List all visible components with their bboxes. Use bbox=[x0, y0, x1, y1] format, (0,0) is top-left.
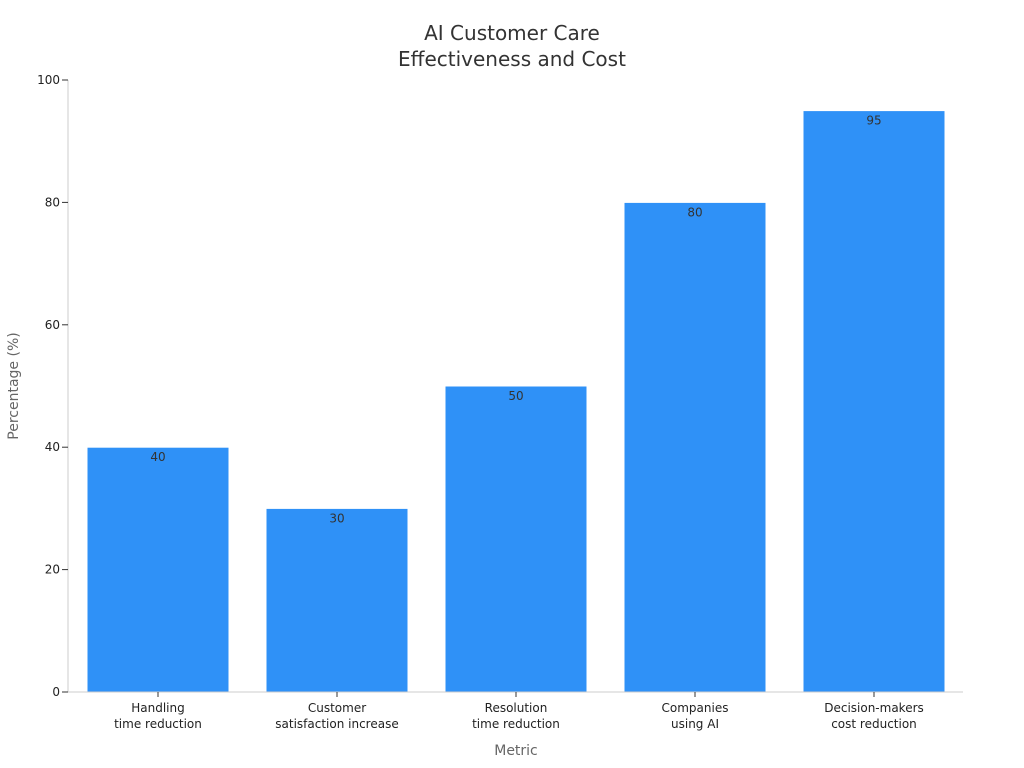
x-axis-ticks: Handling time reduction Customer satisfacti… bbox=[114, 692, 924, 731]
x-tick-label-0-line-1: time reduction bbox=[114, 717, 202, 731]
data-label-group: 40 30 50 80 95 bbox=[150, 114, 881, 526]
y-tick-label-4: 80 bbox=[45, 195, 60, 209]
bar-3 bbox=[623, 201, 767, 693]
x-tick-label-4-line-0: Decision-makers bbox=[824, 701, 924, 715]
bar-2 bbox=[444, 385, 588, 693]
x-tick-label-2-line-1: time reduction bbox=[472, 717, 560, 731]
chart-title-line-2: Effectiveness and Cost bbox=[398, 47, 626, 71]
bar-1 bbox=[265, 507, 409, 693]
x-tick-label-3-line-1: using AI bbox=[671, 717, 719, 731]
x-tick-label-3-line-0: Companies bbox=[662, 701, 729, 715]
y-tick-label-5: 100 bbox=[37, 73, 60, 87]
x-tick-label-4-line-1: cost reduction bbox=[831, 717, 917, 731]
data-label-1: 30 bbox=[329, 511, 344, 525]
bar-0 bbox=[86, 446, 230, 693]
y-tick-label-1: 20 bbox=[45, 563, 60, 577]
x-axis-label: Metric bbox=[494, 743, 538, 759]
y-tick-label-2: 40 bbox=[45, 440, 60, 454]
data-label-0: 40 bbox=[150, 450, 165, 464]
bar-group bbox=[86, 110, 946, 693]
chart-title-line-1: AI Customer Care bbox=[424, 21, 600, 45]
data-label-4: 95 bbox=[866, 114, 881, 128]
x-tick-label-0-line-0: Handling bbox=[131, 701, 185, 715]
y-axis-ticks: 0 20 40 60 80 100 bbox=[37, 73, 68, 699]
data-label-2: 50 bbox=[508, 389, 523, 403]
x-tick-label-1-line-0: Customer bbox=[308, 701, 366, 715]
y-tick-label-0: 0 bbox=[52, 685, 60, 699]
x-tick-label-1-line-1: satisfaction increase bbox=[275, 717, 398, 731]
y-axis-label: Percentage (%) bbox=[6, 332, 22, 439]
bar-4 bbox=[802, 110, 946, 693]
y-tick-label-3: 60 bbox=[45, 318, 60, 332]
x-tick-label-2-line-0: Resolution bbox=[485, 701, 548, 715]
data-label-3: 80 bbox=[687, 205, 702, 219]
chart-title: AI Customer Care Effectiveness and Cost bbox=[398, 21, 626, 71]
